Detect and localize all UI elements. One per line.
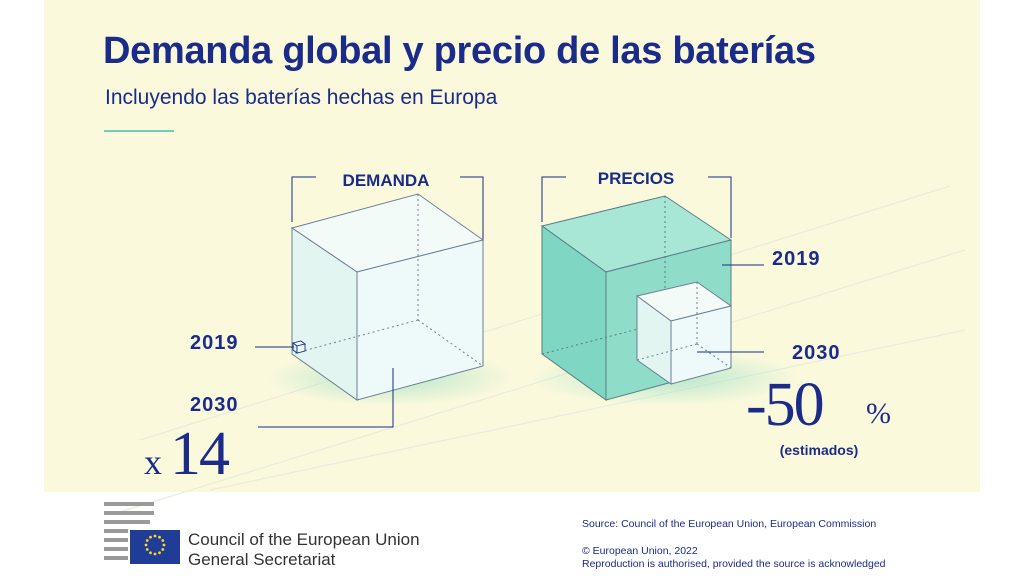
- demand-2030-leader: [258, 368, 394, 428]
- prices-cube-2030: [635, 281, 733, 385]
- eu-flag-icon: [130, 530, 180, 564]
- copyright-note: © European Union, 2022: [582, 545, 698, 557]
- prices-change-unit: %: [866, 397, 891, 430]
- accent-divider: [104, 130, 174, 132]
- source-note: Source: Council of the European Union, E…: [582, 518, 877, 530]
- demand-bracket: [291, 176, 484, 240]
- infographic-panel: [44, 0, 980, 492]
- demand-year-2019: 2019: [190, 332, 239, 354]
- prices-year-2030: 2030: [792, 342, 841, 364]
- page-title: Demanda global y precio de las baterías: [103, 30, 816, 72]
- council-logo: [104, 502, 180, 564]
- prices-label: PRECIOS: [598, 169, 675, 188]
- prices-change-value: -50: [746, 371, 823, 439]
- demand-year-2030: 2030: [190, 394, 239, 416]
- demand-multiplier-prefix: x: [144, 442, 162, 482]
- prices-note: (estimados): [780, 442, 859, 458]
- org-subtitle: General Secretariat: [188, 550, 336, 569]
- demand-cube: [290, 193, 485, 401]
- reproduction-note: Reproduction is authorised, provided the…: [582, 558, 886, 570]
- demand-label: DEMANDA: [343, 171, 430, 190]
- org-name: Council of the European Union: [188, 530, 420, 549]
- prices-bracket: [541, 176, 732, 238]
- council-building-icon: [104, 502, 154, 560]
- demand-cube-2019: [291, 340, 307, 354]
- page-subtitle: Incluyendo las baterías hechas en Europa: [105, 86, 498, 109]
- demand-multiplier-value: 14: [170, 420, 230, 488]
- prices-year-2019: 2019: [772, 248, 821, 270]
